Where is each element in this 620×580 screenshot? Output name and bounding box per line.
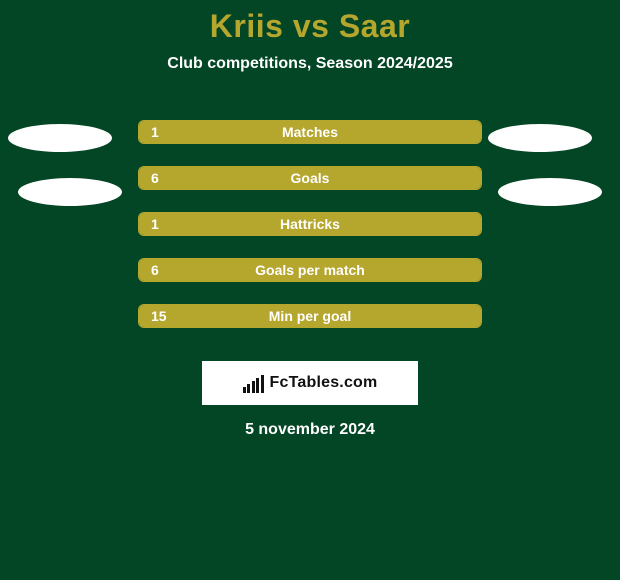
stat-bar-track: 1Hattricks xyxy=(138,212,482,236)
stat-bar-track: 15Min per goal xyxy=(138,304,482,328)
date-label: 5 november 2024 xyxy=(0,421,620,439)
logo-bar xyxy=(261,375,264,393)
brand-name: FcTables.com xyxy=(270,374,378,392)
stat-bar-track: 6Goals per match xyxy=(138,258,482,282)
subtitle: Club competitions, Season 2024/2025 xyxy=(0,55,620,73)
stat-row: 6Goals xyxy=(0,155,620,201)
logo-bar xyxy=(247,384,250,393)
stat-bars: 1Matches 6Goals 1Hattricks 6Goals per match… xyxy=(0,109,620,339)
brand-logo: FcTables.com xyxy=(202,361,418,405)
page-title: Kriis vs Saar xyxy=(0,8,620,45)
stat-row: 15Min per goal xyxy=(0,293,620,339)
logo-bar xyxy=(256,378,259,393)
stat-row: 1Matches xyxy=(0,109,620,155)
stat-bar-track: 6Goals xyxy=(138,166,482,190)
bar-chart-icon xyxy=(243,373,264,393)
comparison-card: Kriis vs Saar Club competitions, Season … xyxy=(0,0,620,439)
stat-label: Min per goal xyxy=(139,308,481,324)
stat-label: Matches xyxy=(139,124,481,140)
stat-bar-track: 1Matches xyxy=(138,120,482,144)
stat-label: Hattricks xyxy=(139,216,481,232)
stat-row: 6Goals per match xyxy=(0,247,620,293)
stat-label: Goals xyxy=(139,170,481,186)
logo-bar xyxy=(243,387,246,393)
stat-label: Goals per match xyxy=(139,262,481,278)
stat-row: 1Hattricks xyxy=(0,201,620,247)
logo-bar xyxy=(252,381,255,393)
